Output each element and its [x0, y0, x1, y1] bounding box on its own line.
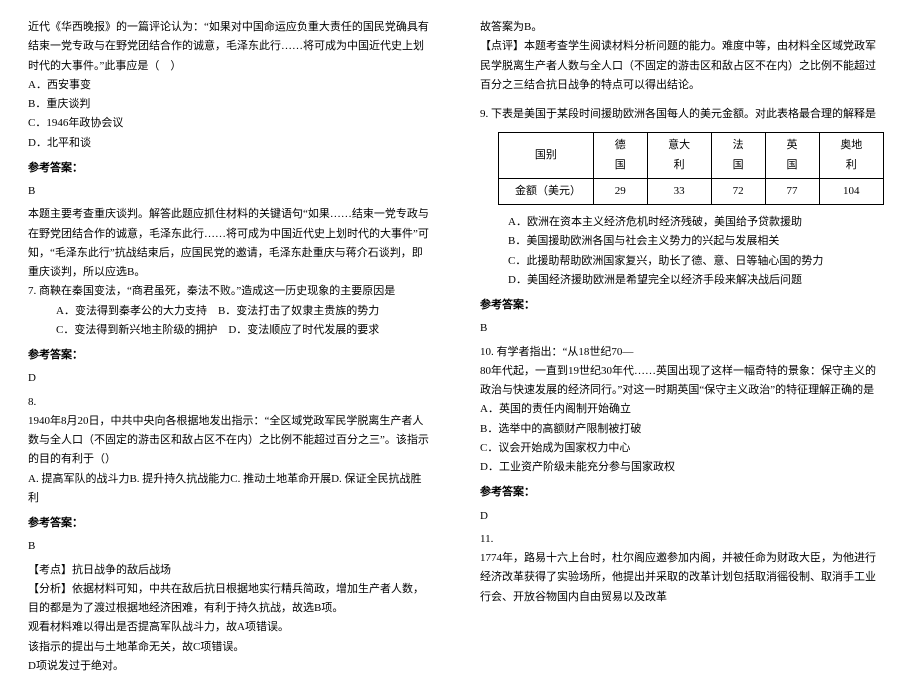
- table-cell: 29: [593, 178, 647, 204]
- q6-option-c: C．1946年政协会议: [28, 114, 432, 133]
- q6-option-a: A．西安事变: [28, 76, 432, 95]
- q6-option-b: B．重庆谈判: [28, 95, 432, 114]
- q10-option-d: D．工业资产阶级未能充分参与国家政权: [480, 458, 884, 477]
- table-cell: 72: [711, 178, 765, 204]
- table-header-cell: 德国: [593, 133, 647, 179]
- q8-line2: 观看材料难以得出是否提高军队战斗力，故A项错误。: [28, 618, 432, 637]
- reference-answer-label: 参考答案：: [28, 159, 432, 178]
- q8-number: 8.: [28, 393, 432, 412]
- q6-answer: B: [28, 182, 432, 201]
- table-header-cell: 英国: [765, 133, 819, 179]
- table-header-row: 国别 德国 意大利 法国 英国 奥地利: [499, 133, 884, 179]
- q10-option-b: B．选举中的高额财产限制被打破: [480, 420, 884, 439]
- q8-answer: B: [28, 537, 432, 556]
- reference-answer-label: 参考答案：: [28, 514, 432, 533]
- q9-table: 国别 德国 意大利 法国 英国 奥地利 金额（美元） 29 33 72 77 1…: [498, 132, 884, 205]
- q8-line4: D项说发过于绝对。: [28, 657, 432, 676]
- reference-answer-label: 参考答案：: [480, 483, 884, 502]
- q8-options: A. 提高军队的战斗力B. 提升持久抗战能力C. 推动土地革命开展D. 保证全民…: [28, 470, 432, 509]
- q7-option-d: D．变法顺应了时代发展的要求: [228, 324, 379, 336]
- continued-answer: 故答案为B。: [480, 18, 884, 37]
- q9-option-b: B．美国援助欧洲各国与社会主义势力的兴起与发展相关: [508, 232, 884, 251]
- table-cell: 104: [819, 178, 884, 204]
- q7-answer: D: [28, 369, 432, 388]
- q8-line3: 该指示的提出与土地革命无关，故C项错误。: [28, 638, 432, 657]
- q9-option-c: C．此援助帮助欧洲国家复兴，助长了德、意、日等轴心国的势力: [508, 252, 884, 271]
- table-header-cell: 意大利: [647, 133, 711, 179]
- q10-intro-line1: 10. 有学者指出：“从18世纪70—: [480, 343, 884, 362]
- q9-intro: 9. 下表是美国于某段时间援助欧洲各国每人的美元金额。对此表格最合理的解释是: [480, 105, 884, 124]
- left-column: 近代《华西晚报》的一篇评论认为：“如果对中国命运应负重大责任的国民党确具有结束一…: [0, 0, 460, 651]
- right-column: 故答案为B。 【点评】本题考查学生阅读材料分析问题的能力。难度中等，由材料全区域…: [460, 0, 920, 651]
- q7-options-row2: C．变法得到新兴地主阶级的拥护 D．变法顺应了时代发展的要求: [56, 321, 432, 340]
- q11-intro: 1774年，路易十六上台时，杜尔阁应邀参加内阁，并被任命为财政大臣，为他进行经济…: [480, 549, 884, 607]
- table-header-cell: 国别: [499, 133, 594, 179]
- table-header-cell: 奥地利: [819, 133, 884, 179]
- q6-explanation: 本题主要考查重庆谈判。解答此题应抓住材料的关键语句“如果……结束一党专政与在野党…: [28, 205, 432, 282]
- q9-option-a: A．欧洲在资本主义经济危机时经济残破，美国给予贷款援助: [508, 213, 884, 232]
- q10-answer: D: [480, 507, 884, 526]
- q6-intro: 近代《华西晚报》的一篇评论认为：“如果对中国命运应负重大责任的国民党确具有结束一…: [28, 18, 432, 76]
- q8-exam-point: 【考点】抗日战争的敌后战场: [28, 561, 432, 580]
- q11-number: 11.: [480, 530, 884, 549]
- table-cell: 77: [765, 178, 819, 204]
- spacer: [480, 95, 884, 105]
- q10-option-a: A．英国的责任内阁制开始确立: [480, 400, 884, 419]
- q7-option-a: A．变法得到秦孝公的大力支持: [56, 305, 207, 317]
- table-row: 金额（美元） 29 33 72 77 104: [499, 178, 884, 204]
- q6-option-d: D．北平和谈: [28, 134, 432, 153]
- table-cell: 金额（美元）: [499, 178, 594, 204]
- q7-option-b: B．变法打击了奴隶主贵族的势力: [218, 305, 379, 317]
- q7-options-row1: A．变法得到秦孝公的大力支持 B．变法打击了奴隶主贵族的势力: [56, 302, 432, 321]
- reference-answer-label: 参考答案：: [480, 296, 884, 315]
- reference-answer-label: 参考答案：: [28, 346, 432, 365]
- q7-intro: 7. 商鞅在秦国变法，“商君虽死，秦法不败。”造成这一历史现象的主要原因是: [28, 282, 432, 301]
- q9-answer: B: [480, 319, 884, 338]
- q7-option-c: C．变法得到新兴地主阶级的拥护: [56, 324, 217, 336]
- q9-option-d: D．美国经济援助欧洲是希望完全以经济手段来解决战后问题: [508, 271, 884, 290]
- continued-comment: 【点评】本题考查学生阅读材料分析问题的能力。难度中等，由材料全区域党政军民学脱离…: [480, 37, 884, 95]
- table-header-cell: 法国: [711, 133, 765, 179]
- q8-analysis: 【分析】依据材料可知，中共在敌后抗日根据地实行精兵简政，增加生产者人数，目的都是…: [28, 580, 432, 619]
- q10-intro-line2: 80年代起，一直到19世纪30年代……英国出现了这样一幅奇特的景象：保守主义的政…: [480, 362, 884, 401]
- q10-option-c: C．议会开始成为国家权力中心: [480, 439, 884, 458]
- q8-intro: 1940年8月20日，中共中央向各根据地发出指示：“全区域党政军民学脱离生产者人…: [28, 412, 432, 470]
- table-cell: 33: [647, 178, 711, 204]
